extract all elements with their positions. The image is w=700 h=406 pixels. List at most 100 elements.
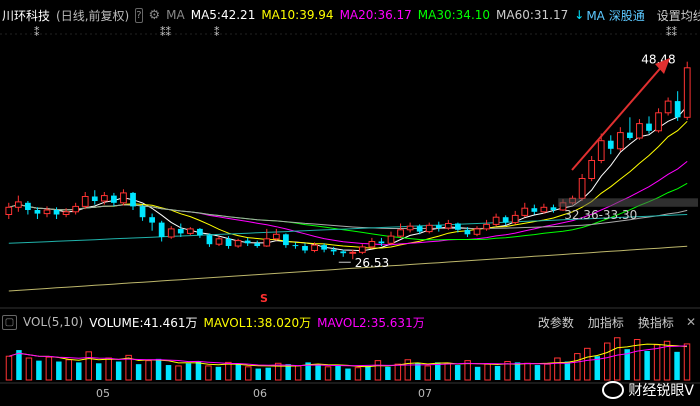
- volume-bar: [95, 363, 102, 380]
- candle-body: [502, 217, 509, 223]
- ma-long-line: [8, 245, 688, 292]
- trend-arrow-head: [655, 58, 670, 74]
- candle-body: [397, 229, 404, 237]
- price-range-band: [558, 198, 698, 207]
- candle-body: [550, 207, 557, 210]
- volume-bar: [215, 366, 222, 380]
- switch-indicator-button[interactable]: 换指标: [637, 315, 674, 330]
- x-tick-06: 06: [253, 387, 267, 400]
- ma-arrow-icon: ↓: [574, 8, 585, 22]
- close-icon[interactable]: ✕: [685, 315, 696, 329]
- candle-body: [674, 101, 681, 118]
- volume-bar: [544, 363, 551, 381]
- ma5-value: MA5:42.21: [190, 8, 256, 22]
- volume-bar: [424, 365, 432, 381]
- candle-body: [272, 233, 280, 240]
- ma60-value: MA60:31.17: [496, 8, 569, 22]
- star-marker: ⁑⁑: [160, 26, 172, 39]
- ma-indicator-label[interactable]: MA: [166, 8, 185, 22]
- volume-bar: [324, 366, 332, 381]
- candle-body: [283, 234, 289, 246]
- volume-bar: [494, 365, 501, 380]
- volume-bar: [265, 367, 271, 380]
- volume-bar: [644, 350, 650, 380]
- mavol2-value: MAVOL2:35.631万: [317, 315, 425, 330]
- help-icon[interactable]: ?: [135, 7, 143, 23]
- volume-bar: [594, 356, 601, 380]
- candle-body: [349, 251, 357, 254]
- settings-ma-button[interactable]: 设置均线: [656, 8, 700, 23]
- volume-bar: [524, 362, 531, 381]
- candle-body: [91, 196, 98, 201]
- candle-body: [578, 178, 586, 199]
- watermark: 财经锐眼V: [602, 380, 694, 400]
- candle-body: [263, 238, 271, 247]
- volume-bar: [633, 339, 641, 381]
- candle-body: [368, 241, 376, 248]
- volume-bar: [195, 361, 202, 380]
- candle-body: [72, 205, 80, 213]
- candle-body: [43, 209, 51, 215]
- candle-body: [330, 249, 337, 252]
- candle-body: [683, 67, 691, 118]
- candle-body: [616, 132, 624, 150]
- candle-body: [521, 207, 529, 216]
- volume-bar: [554, 357, 561, 381]
- volume-bar: [385, 366, 391, 380]
- add-indicator-button[interactable]: 加指标: [587, 315, 624, 330]
- volume-value: VOLUME:41.461万: [89, 315, 198, 330]
- volume-bar: [663, 340, 671, 381]
- star-marker: ⁑: [214, 26, 220, 39]
- volume-bar: [604, 342, 611, 381]
- candle-body: [540, 206, 548, 213]
- price-chart-header: 川环科技 (日线,前复权) ? ⚙ MA MA5:42.21 MA10:39.9…: [0, 4, 700, 26]
- volume-bar: [345, 368, 351, 380]
- volume-bar: [584, 347, 591, 381]
- volume-bar: [135, 364, 142, 380]
- volume-bar: [115, 361, 122, 380]
- candle-body: [378, 241, 385, 244]
- volume-chart-header: ▢ VOL(5,10) VOLUME:41.461万 MAVOL1:38.020…: [0, 311, 700, 333]
- period-label[interactable]: (日线,前复权): [56, 8, 130, 23]
- candle-body: [416, 226, 423, 232]
- candle-body: [111, 195, 117, 203]
- candle-body: [167, 228, 175, 238]
- candle-body: [215, 238, 223, 245]
- volume-bar: [16, 350, 22, 380]
- candle-body: [425, 224, 433, 233]
- ma-teal-line: [8, 214, 688, 244]
- volume-bar: [514, 362, 521, 380]
- star-marker: ⁑: [34, 26, 40, 39]
- vol-label[interactable]: VOL(5,10): [23, 315, 84, 329]
- candle-body: [225, 238, 232, 246]
- volume-bar: [285, 364, 291, 380]
- volume-bar: [235, 364, 242, 380]
- volume-bar: [374, 360, 382, 381]
- volume-bar: [145, 360, 152, 381]
- candle-body: [5, 206, 13, 216]
- volume-bar: [415, 363, 421, 380]
- volume-icon[interactable]: ▢: [2, 314, 17, 330]
- star-marker: ⁑⁑: [666, 26, 678, 39]
- volume-bar: [45, 356, 53, 381]
- candle-body: [62, 211, 70, 216]
- volume-bar: [504, 361, 511, 381]
- candle-body: [627, 132, 633, 138]
- volume-bar: [36, 360, 42, 380]
- ma-sh-connect-label[interactable]: MA 深股通: [586, 8, 645, 23]
- candle-body: [81, 196, 89, 207]
- candle-body: [444, 223, 452, 229]
- volume-bar: [5, 355, 13, 381]
- change-params-button[interactable]: 改参数: [537, 315, 574, 330]
- volume-bar: [404, 359, 412, 381]
- x-tick-05: 05: [96, 387, 110, 400]
- volume-bar: [294, 365, 302, 381]
- volume-bar: [85, 351, 92, 381]
- stock-name[interactable]: 川环科技: [2, 8, 51, 23]
- candle-body: [646, 123, 652, 131]
- candle-body: [406, 225, 414, 231]
- candle-body: [588, 160, 596, 179]
- gear-icon[interactable]: ⚙: [148, 7, 161, 23]
- candle-body: [511, 214, 519, 224]
